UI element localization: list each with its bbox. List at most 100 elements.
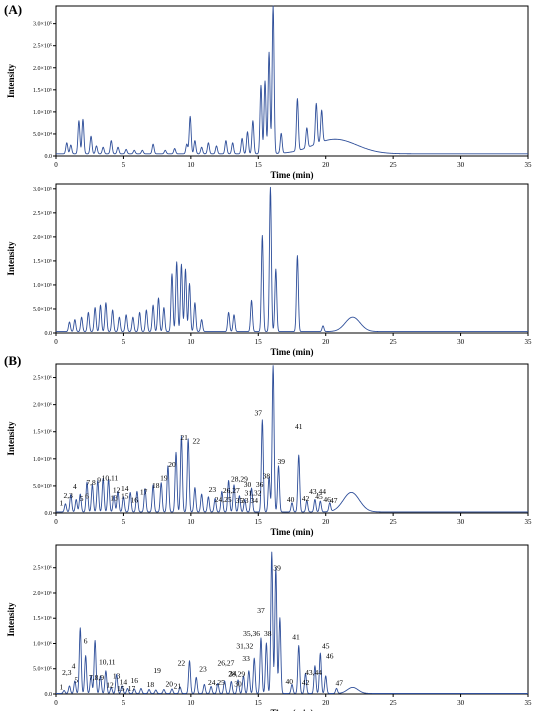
y-tick-label: 2.5×10⁶ [33,376,52,382]
y-tick-label: 5.0×10⁴ [33,307,52,313]
plot-frame [55,5,529,157]
peak-label: 17 [140,488,148,497]
y-tick-label: 3.0×10⁵ [33,187,52,193]
peak-label: 41 [292,632,300,641]
peak-label: 15 [121,491,129,500]
peak-label: 6 [85,491,89,500]
y-tick-label: 2.5×10⁵ [33,44,52,50]
plot-frame [55,183,529,334]
x-tick-label: 25 [390,518,398,526]
peak-label: 12 [113,485,121,494]
peak-label: 7,8 [86,478,96,487]
x-tick-label: 20 [322,161,330,169]
y-tick-label: 1.5×10⁵ [33,259,52,265]
peak-label: 42 [302,678,310,687]
y-tick-label: 5.0×10⁵ [33,667,52,673]
chart-2: 0 5 10 15 20 25 30 35 0.0 5.0×10⁴ 1.0×10⁵ 1.5×10⁵ 2.… [6,183,532,357]
plot-frame [55,544,529,695]
y-tick-label: 2.0×10⁵ [33,66,52,72]
peak-label: 6 [84,636,88,645]
panel-label-a: (A) [4,2,23,17]
peak-label: 31,32 [244,489,261,498]
peak-label: 33 [241,496,249,505]
x-tick-label: 25 [390,161,398,169]
x-tick-label: 20 [322,338,330,346]
y-tick-label: 1.0×10⁶ [33,457,52,463]
peak-label: 21 [174,681,182,690]
peak-label: 28,29 [231,475,248,484]
peak-label: 45 [322,642,330,651]
peak-label: 45 [315,492,323,501]
x-tick-label: 5 [122,699,126,707]
y-tick-label: 2.0×10⁶ [33,591,52,597]
y-tick-label: 1.5×10⁶ [33,616,52,622]
peak-label: 19 [160,473,168,482]
x-tick-label: 30 [457,338,465,346]
peak-label: 39 [277,457,285,466]
chromatogram-trace [55,5,529,155]
peak-label: 37 [255,408,263,417]
peak-label: 46 [326,652,334,661]
peak-label: 18 [152,481,160,490]
y-tick-label: 2.0×10⁶ [33,403,52,409]
chart-1: 0 5 10 15 20 25 30 35 0.0 5.0×10⁴ 1.0×10⁵ 1.5×10⁵ 2.… [6,5,533,180]
peak-label: 34 [250,496,258,505]
x-tick-label: 35 [525,161,533,169]
peak-label: 41 [295,422,303,431]
y-tick-label: 1.0×10⁶ [33,641,52,647]
peak-label: 34 [229,669,237,678]
peak-label: 33 [242,654,250,663]
y-tick-label: 0.0 [45,154,53,160]
peak-label: 14 [121,484,129,493]
y-tick-label: 0.0 [45,331,53,337]
peak-label: 1 [60,498,64,507]
x-axis-title: Time (min) [270,347,313,357]
chromatogram-trace [55,186,529,333]
x-tick-label: 15 [255,518,263,526]
peak-label: 43,44 [309,487,326,496]
x-tick-label: 25 [390,699,398,707]
y-tick-label: 0.0 [45,692,53,698]
peak-label: 35 [236,496,244,505]
peak-label: 14 [120,677,128,686]
peak-label: 30 [244,480,252,489]
peak-label: 26,27 [223,486,240,495]
x-tick-label: 15 [255,699,263,707]
peak-label: 2,3 [63,491,73,500]
peak-label: 5 [80,494,84,503]
x-tick-label: 0 [54,699,58,707]
x-tick-label: 5 [122,518,126,526]
y-tick-label: 2.5×10⁶ [33,566,52,572]
x-tick-label: 0 [54,518,58,526]
peak-label: 39 [273,563,281,572]
peak-label: 1 [60,682,64,691]
x-tick-label: 0 [54,161,58,169]
chromatogram-trace [55,551,529,694]
y-tick-label: 1.5×10⁶ [33,430,52,436]
y-tick-label: 5.0×10⁴ [33,132,52,138]
peak-label: 26,27 [217,659,234,668]
peak-label: 28,29 [228,669,245,678]
peak-label: 22 [193,437,201,446]
peak-label: 10,11 [102,473,119,482]
x-tick-label: 15 [255,161,263,169]
y-axis-title: Intensity [6,421,16,456]
plot-frame [55,363,529,514]
y-tick-label: 0.0 [45,511,53,517]
peak-label: 7,8,9 [89,673,104,682]
y-tick-label: 1.0×10⁵ [33,283,52,289]
peak-label: 10,11 [99,658,116,667]
peak-label: 20 [168,460,176,469]
x-tick-label: 35 [525,518,533,526]
peak-label: 2,3 [62,668,72,677]
peak-label: 20 [166,679,174,688]
x-tick-label: 20 [322,518,330,526]
y-tick-label: 1.0×10⁵ [33,110,52,116]
peak-label: 4 [73,482,77,491]
peak-label: 38 [264,629,272,638]
peak-label: 38 [263,471,271,480]
y-tick-label: 2.0×10⁵ [33,235,52,241]
peak-label: 43,44 [305,668,322,677]
peak-label: 16 [130,496,138,505]
